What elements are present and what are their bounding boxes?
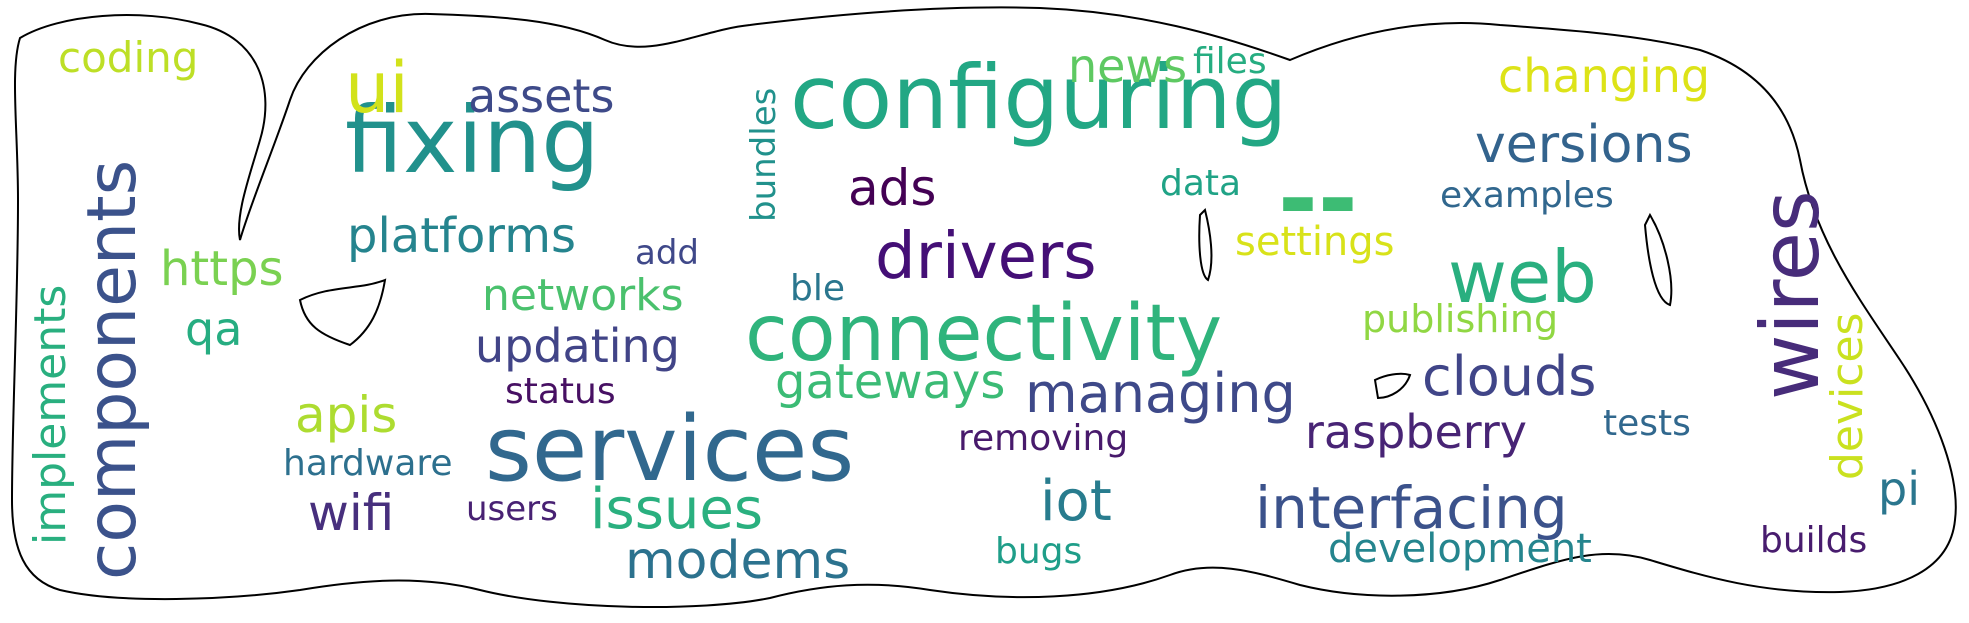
word-platforms: platforms <box>347 208 576 264</box>
word-ble: ble <box>790 268 845 309</box>
word-changing: changing <box>1498 49 1710 103</box>
word-configuring: configuring <box>790 46 1287 149</box>
cloud-silhouette-outline <box>10 6 1957 609</box>
word-pi: pi <box>1878 462 1920 516</box>
word-components: components <box>73 160 152 580</box>
word-services: services <box>485 397 854 502</box>
word-drivers: drivers <box>875 220 1097 294</box>
word-qa: qa <box>185 302 242 356</box>
word-double-dash: -- <box>1278 143 1358 255</box>
word-devices: devices <box>1822 313 1873 480</box>
word-managing: managing <box>1025 362 1296 425</box>
word-files: files <box>1193 41 1267 82</box>
word-wires: wires <box>1744 190 1837 400</box>
word-updating: updating <box>475 319 680 373</box>
cloud-slot-outline-2 <box>1643 212 1673 307</box>
word-assets: assets <box>468 69 614 123</box>
cloud-slot-outline-3 <box>1373 372 1412 400</box>
word-settings: settings <box>1235 219 1395 265</box>
word-status: status <box>505 371 616 412</box>
word-iot: iot <box>1040 469 1112 534</box>
word-users: users <box>466 489 558 529</box>
word-modems: modems <box>625 531 850 591</box>
word-ads: ads <box>848 159 936 217</box>
word-apis: apis <box>295 386 397 444</box>
word-data: data <box>1160 163 1241 204</box>
word-https: https <box>160 241 284 297</box>
word-issues: issues <box>590 477 763 542</box>
word-wifi: wifi <box>308 484 394 542</box>
word-networks: networks <box>482 270 684 321</box>
word-publishing: publishing <box>1362 297 1558 341</box>
word-connectivity: connectivity <box>745 289 1222 379</box>
word-coding: coding <box>58 33 198 82</box>
word-interfacing: interfacing <box>1255 474 1568 542</box>
word-add: add <box>635 233 699 273</box>
word-web: web <box>1448 235 1597 319</box>
word-gateways: gateways <box>775 354 1005 410</box>
word-development: development <box>1328 526 1592 572</box>
cloud-slot-outline-1 <box>1198 208 1213 282</box>
word-raspberry: raspberry <box>1305 405 1527 459</box>
word-tests: tests <box>1603 403 1691 444</box>
word-clouds: clouds <box>1422 345 1596 408</box>
word-ui: ui <box>345 47 409 129</box>
word-hardware: hardware <box>283 443 453 484</box>
word-implements: implements <box>25 285 76 545</box>
word-versions: versions <box>1475 115 1693 175</box>
word-builds: builds <box>1760 520 1867 561</box>
word-fixing: fixing <box>345 87 600 194</box>
word-removing: removing <box>958 418 1128 459</box>
word-examples: examples <box>1440 175 1614 216</box>
word-news: news <box>1068 39 1187 93</box>
word-bundles: bundles <box>744 88 784 222</box>
word-bugs: bugs <box>995 531 1082 572</box>
cloud-notch-outline <box>298 278 387 347</box>
